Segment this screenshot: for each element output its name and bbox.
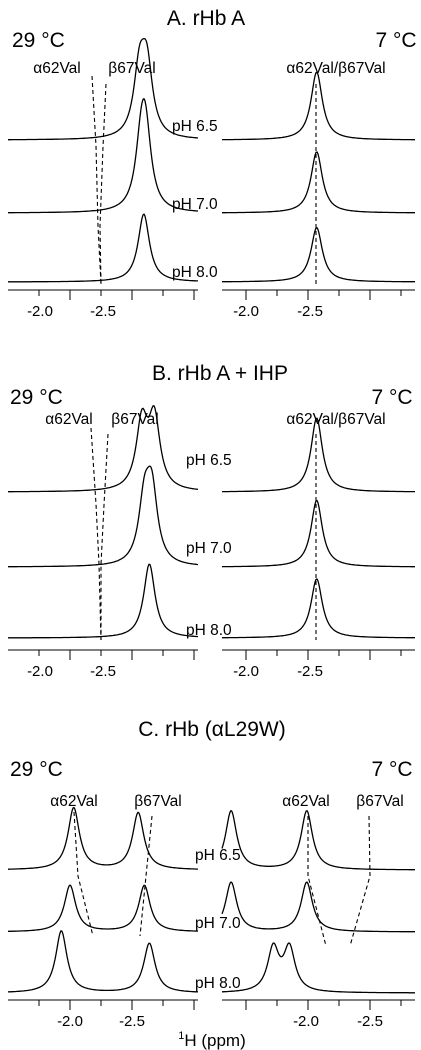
section-b-ph-label-1: pH 6.5: [186, 452, 232, 469]
section-b-right-temperature: 7 °C: [371, 386, 412, 409]
section-c-right-spectrum-ph65: [221, 809, 415, 871]
section-a-right-spectrum-ph70: [222, 151, 415, 214]
section-c-right-tick-label-2: -2.5: [357, 1013, 383, 1030]
section-b-ph-label-3: pH 8.0: [186, 622, 232, 639]
section-a: A. rHb A 29 °C 7 °C α62Val β67Val α62Val…: [8, 7, 417, 320]
section-c-left-tick-label-2: -2.5: [119, 1013, 145, 1030]
section-a-left-tick-label-1: -2.0: [27, 303, 53, 320]
section-a-left-temperature: 29 °C: [12, 29, 65, 52]
section-b-left-spectrum-ph80: [8, 563, 199, 639]
section-a-right-temperature: 7 °C: [375, 29, 416, 52]
section-c-right-temperature: 7 °C: [371, 758, 412, 781]
section-c: C. rHb (αL29W) 29 °C 7 °C α62Val β67Val …: [7, 718, 415, 1030]
section-b-left-peak-label-beta: β67Val: [111, 411, 158, 428]
section-b-right-spectrum-ph70: [221, 499, 415, 568]
section-a-left-spectrum-ph70: [8, 98, 198, 214]
section-c-left-spectrum-ph80: [7, 930, 199, 993]
section-b-right-spectrum-ph65: [222, 417, 415, 493]
section-b-left-dash-beta: [100, 433, 109, 640]
section-a-right-tick-label-1: -2.0: [233, 303, 259, 320]
section-c-left-peak-label-alpha: α62Val: [50, 793, 97, 810]
section-a-left-peak-label-beta: β67Val: [108, 60, 155, 77]
section-c-title: C. rHb (αL29W): [138, 718, 286, 741]
section-b-left-spectrum-ph70: [8, 465, 199, 568]
section-a-left-peak-label-alpha: α62Val: [33, 60, 80, 77]
section-c-left-temperature: 29 °C: [10, 758, 63, 781]
section-a-right-tick-label-2: -2.5: [297, 303, 323, 320]
section-a-title: A. rHb A: [167, 7, 245, 30]
section-b-left-spectrum-ph65: [8, 405, 199, 493]
x-axis-label: 1H (ppm): [178, 1030, 246, 1050]
section-b-title: B. rHb A + IHP: [152, 362, 288, 385]
section-b-ph-label-2: pH 7.0: [186, 540, 232, 557]
section-c-left-spectrum-ph70: [8, 884, 198, 932]
section-c-left-peak-label-beta: β67Val: [134, 793, 181, 810]
x-axis-label-text: H (ppm): [184, 1031, 245, 1050]
section-b-right-spectrum-ph80: [222, 578, 415, 639]
section-c-left-spectrum-ph65: [8, 806, 198, 870]
section-c-ph-label-2: pH 7.0: [195, 915, 241, 932]
section-b-left-tick-label-1: -2.0: [27, 663, 53, 680]
section-b-right-peak-label: α62Val/β67Val: [286, 411, 385, 428]
section-a-left-dash-beta: [99, 83, 107, 285]
section-b-left-tick-label-2: -2.5: [90, 663, 116, 680]
section-a-left-spectrum-ph65: [8, 37, 199, 141]
section-a-left-tick-label-2: -2.5: [90, 303, 116, 320]
section-b-right-tick-label-2: -2.5: [297, 663, 323, 680]
section-c-left-tick-label-1: -2.0: [57, 1013, 83, 1030]
section-c-right-dash-beta: [349, 815, 371, 947]
section-c-right-peak-label-beta: β67Val: [356, 793, 403, 810]
section-c-right-tick-label-1: -2.0: [293, 1013, 319, 1030]
section-a-right-peak-label: α62Val/β67Val: [286, 60, 385, 77]
section-c-left-dash-beta: [139, 815, 153, 937]
section-c-ph-label-1: pH 6.5: [195, 847, 241, 864]
section-c-ph-label-3: pH 8.0: [195, 975, 241, 992]
section-b-left-temperature: 29 °C: [10, 386, 63, 409]
section-b-right-tick-label-1: -2.0: [233, 663, 259, 680]
section-a-ph-label-1: pH 6.5: [172, 118, 218, 135]
section-b-left-dash-alpha: [90, 427, 102, 641]
section-a-right-spectrum-ph65: [222, 71, 415, 141]
section-a-left-spectrum-ph80: [8, 213, 198, 283]
section-c-right-peak-label-alpha: α62Val: [282, 793, 329, 810]
section-b: B. rHb A + IHP 29 °C 7 °C α62Val β67Val …: [8, 362, 415, 680]
section-c-left-dash-alpha: [73, 811, 94, 937]
section-c-right-dash-alpha: [307, 816, 327, 947]
section-c-right-spectrum-ph70: [221, 881, 415, 933]
section-a-ph-label-3: pH 8.0: [172, 264, 218, 281]
section-a-right-spectrum-ph80: [222, 227, 415, 283]
section-c-right-spectrum-ph80: [222, 942, 415, 994]
section-b-left-peak-label-alpha: α62Val: [45, 411, 92, 428]
section-a-left-dash-alpha: [91, 75, 102, 285]
x-axis-label-superscript: 1: [178, 1030, 184, 1042]
